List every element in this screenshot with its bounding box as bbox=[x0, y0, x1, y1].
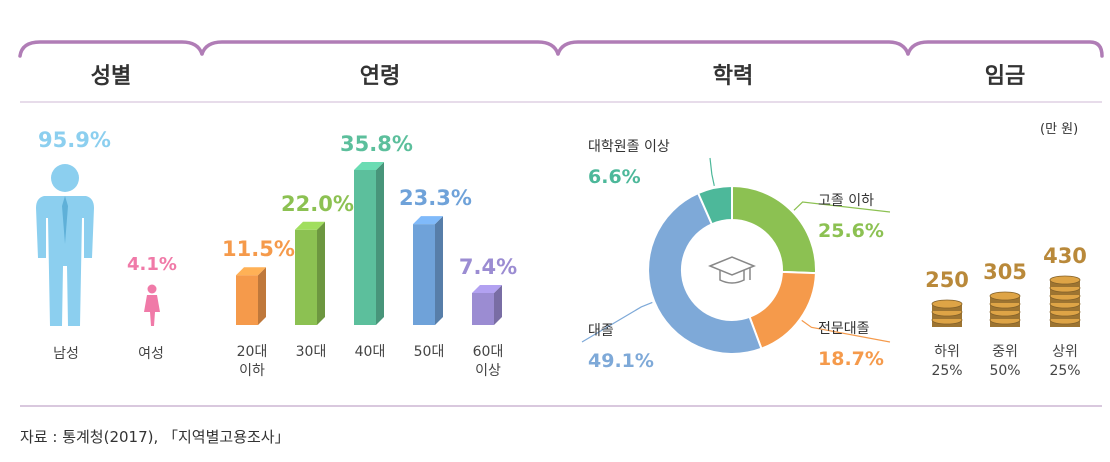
panel-wage: 임금 bbox=[908, 40, 1102, 100]
edu-label-grad: 대학원졸 이상 bbox=[588, 139, 670, 155]
male-figure-icon bbox=[36, 164, 94, 326]
education-donut-chart bbox=[581, 157, 891, 355]
donut-slice bbox=[647, 191, 763, 355]
donut-slice bbox=[696, 184, 733, 226]
edu-label-highschool: 고졸 이하 bbox=[818, 193, 874, 209]
edu-value-college: 18.7% bbox=[818, 348, 884, 370]
gender-female-value: 4.1% bbox=[127, 254, 177, 275]
edu-value-highschool: 25.6% bbox=[818, 220, 884, 242]
donut-slice bbox=[731, 184, 817, 275]
age-category-label: 60대 이상 bbox=[472, 344, 504, 379]
age-bar bbox=[295, 221, 325, 325]
donut-slice bbox=[748, 270, 817, 350]
wage-category-label: 중위 50% bbox=[989, 344, 1021, 379]
age-bar-chart bbox=[236, 162, 502, 325]
wage-value-label: 305 bbox=[983, 260, 1027, 284]
age-bar bbox=[354, 162, 384, 325]
coin-stack bbox=[931, 299, 963, 327]
age-value-label: 7.4% bbox=[458, 254, 518, 279]
graduation-cap-icon bbox=[708, 256, 756, 284]
edu-label-university: 대졸 bbox=[588, 323, 614, 339]
wage-value-label: 250 bbox=[925, 268, 969, 292]
panel-age: 연령 bbox=[202, 40, 558, 100]
wage-coin-chart bbox=[931, 275, 1081, 327]
coin-stack bbox=[989, 291, 1021, 327]
age-bar bbox=[236, 267, 266, 325]
edu-value-grad: 6.6% bbox=[588, 166, 641, 188]
age-value-label: 11.5% bbox=[222, 237, 295, 262]
age-category-label: 40대 bbox=[354, 344, 386, 360]
leader-line bbox=[793, 201, 891, 213]
edu-label-college: 전문대졸 bbox=[818, 321, 870, 337]
panel-title-education: 학력 bbox=[712, 64, 754, 89]
wage-unit-label: (만 원) bbox=[1040, 122, 1079, 137]
age-value-label: 22.0% bbox=[281, 191, 354, 216]
gender-label-female: 여성 bbox=[138, 346, 164, 362]
wage-category-label: 상위 25% bbox=[1049, 344, 1081, 379]
leader-line bbox=[709, 157, 715, 186]
panel-title-gender: 성별 bbox=[90, 64, 132, 89]
age-bar bbox=[472, 284, 502, 325]
wage-category-label: 하위 25% bbox=[931, 344, 963, 379]
female-figure-icon bbox=[144, 284, 160, 326]
leader-line bbox=[801, 319, 891, 343]
age-category-label: 30대 bbox=[295, 344, 327, 360]
gender-label-male: 남성 bbox=[53, 346, 79, 362]
age-value-label: 35.8% bbox=[340, 132, 413, 156]
gender-male-value: 95.9% bbox=[38, 128, 111, 152]
coin-stack bbox=[1049, 275, 1081, 327]
edu-value-university: 49.1% bbox=[588, 350, 654, 372]
panel-education: 학력 bbox=[558, 40, 908, 100]
panel-title-wage: 임금 bbox=[984, 64, 1026, 89]
age-value-label: 23.3% bbox=[399, 186, 472, 211]
panel-gender: 성별 bbox=[20, 40, 202, 100]
age-bar bbox=[413, 216, 443, 325]
wage-value-label: 430 bbox=[1043, 244, 1087, 268]
source-note: 자료 : 통계청(2017), 「지역별고용조사」 bbox=[20, 428, 290, 446]
leader-line bbox=[581, 301, 653, 343]
age-category-label: 50대 bbox=[413, 344, 445, 360]
age-category-label: 20대 이하 bbox=[236, 344, 268, 379]
panel-title-age: 연령 bbox=[359, 64, 401, 89]
